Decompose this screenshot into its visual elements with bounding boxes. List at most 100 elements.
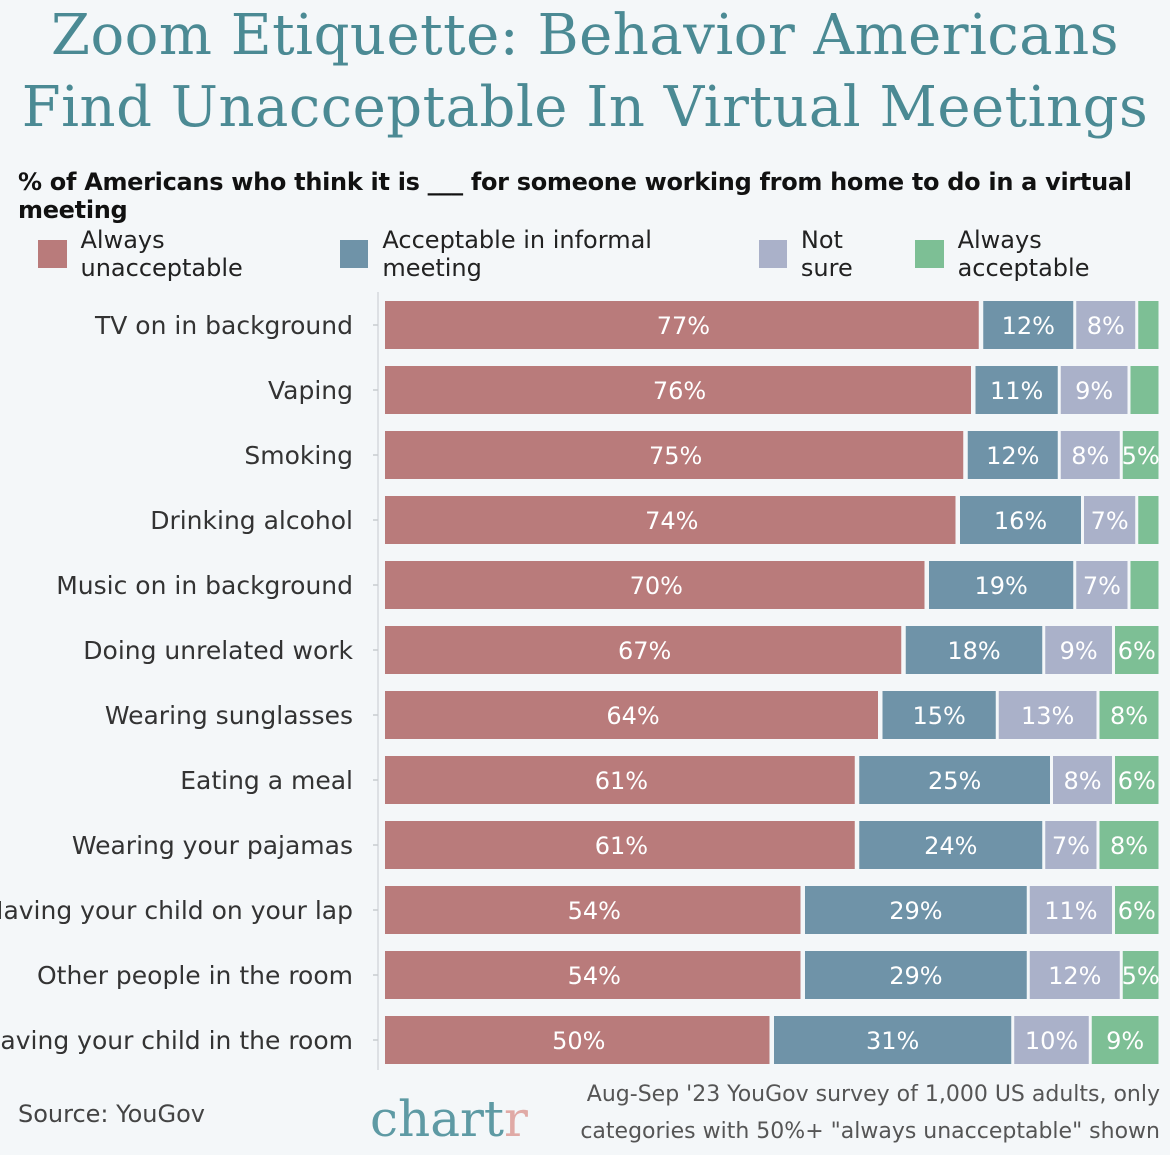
data-label: 5% <box>1122 962 1160 990</box>
legend-label: Acceptable in informal meeting <box>382 226 652 282</box>
legend-item-always-unacceptable: Always unacceptable <box>38 226 322 282</box>
survey-note-line2: categories with 50%+ "always unacceptabl… <box>580 1119 1160 1144</box>
category-label: TV on in background <box>94 311 353 340</box>
data-label: 12% <box>986 442 1039 470</box>
bar-segment-always-acceptable <box>1130 366 1159 414</box>
category-label: Other people in the room <box>37 961 353 990</box>
bar-segment-not-sure <box>1076 561 1128 609</box>
legend-swatch <box>339 240 369 268</box>
bar-segment-not-sure <box>998 691 1097 739</box>
data-label: 61% <box>595 832 648 860</box>
bar-segment-always-acceptable <box>1099 821 1159 869</box>
data-label: 31% <box>866 1027 919 1055</box>
bar-segment-always-unacceptable <box>385 496 956 544</box>
bar-segment-acceptable-in-informal-meeting <box>967 431 1058 479</box>
bar-segment-always-acceptable <box>1138 301 1159 349</box>
bar-segment-acceptable-in-informal-meeting <box>975 366 1058 414</box>
bar-segment-always-acceptable <box>1115 626 1159 674</box>
data-label: 24% <box>924 832 977 860</box>
data-label: 29% <box>889 897 942 925</box>
legend-item-always-acceptable: Always acceptable <box>915 226 1170 282</box>
data-label: 75% <box>649 442 702 470</box>
bar-segment-not-sure <box>1060 366 1128 414</box>
bar-segment-acceptable-in-informal-meeting <box>859 756 1050 804</box>
legend-swatch <box>38 240 67 268</box>
data-label: 25% <box>928 767 981 795</box>
bar-segment-not-sure <box>1084 496 1136 544</box>
bar-segment-acceptable-in-informal-meeting <box>983 301 1074 349</box>
bar-segment-not-sure <box>1029 886 1112 934</box>
data-label: 5% <box>1122 442 1160 470</box>
logo-text: chartr <box>370 1090 528 1148</box>
legend: Always unacceptable Acceptable in inform… <box>38 226 1170 282</box>
category-label: Wearing your pajamas <box>72 831 353 860</box>
data-label: 8% <box>1110 702 1148 730</box>
bar-segment-always-acceptable <box>1091 1016 1159 1064</box>
legend-swatch <box>915 240 944 268</box>
data-label: 6% <box>1118 637 1156 665</box>
bar-segment-always-acceptable <box>1138 496 1159 544</box>
bar-segment-acceptable-in-informal-meeting <box>960 496 1081 544</box>
data-label: 11% <box>1044 897 1097 925</box>
bar-segment-always-unacceptable <box>385 886 801 934</box>
survey-note-line1: Aug-Sep '23 YouGov survey of 1,000 US ad… <box>586 1082 1160 1107</box>
category-label: Music on in background <box>56 571 353 600</box>
bar-segment-always-acceptable <box>1122 431 1159 479</box>
bar-segment-not-sure <box>1029 951 1120 999</box>
bar-segment-not-sure <box>1053 756 1112 804</box>
legend-item-acceptable-informal: Acceptable in informal meeting <box>339 226 741 282</box>
bar-segment-always-unacceptable <box>385 431 964 479</box>
legend-label: Always acceptable <box>957 226 1090 282</box>
chartr-logo: chartr <box>370 1090 528 1148</box>
data-label: 77% <box>657 312 710 340</box>
data-label: 76% <box>653 377 706 405</box>
data-label: 12% <box>1048 962 1101 990</box>
bar-segment-acceptable-in-informal-meeting <box>805 886 1027 934</box>
data-label: 50% <box>552 1027 605 1055</box>
data-label: 10% <box>1025 1027 1078 1055</box>
bar-segment-acceptable-in-informal-meeting <box>929 561 1074 609</box>
bar-segment-not-sure <box>1045 626 1112 674</box>
category-label: Smoking <box>244 441 353 470</box>
data-label: 11% <box>990 377 1043 405</box>
data-label: 9% <box>1106 1027 1144 1055</box>
category-label: Eating a meal <box>180 766 353 795</box>
bar-segment-not-sure <box>1060 431 1120 479</box>
data-label: 8% <box>1087 312 1125 340</box>
data-label: 54% <box>568 897 621 925</box>
category-label: Doing unrelated work <box>83 636 353 665</box>
chart-title-line2: Find Unacceptable In Virtual Meetings <box>21 75 1149 140</box>
category-label: Wearing sunglasses <box>105 701 353 730</box>
bar-segment-not-sure <box>1045 821 1097 869</box>
survey-note: Aug-Sep '23 YouGov survey of 1,000 US ad… <box>580 1082 1160 1144</box>
data-label: 8% <box>1071 442 1109 470</box>
legend-label: Always unacceptable <box>80 226 243 282</box>
data-label: 7% <box>1083 572 1121 600</box>
bar-segment-always-unacceptable <box>385 301 979 349</box>
data-label: 74% <box>645 507 698 535</box>
bar-segment-always-unacceptable <box>385 1016 770 1064</box>
bar-segment-always-unacceptable <box>385 951 801 999</box>
chart-title-line1: Zoom Etiquette: Behavior Americans <box>51 3 1119 68</box>
data-label: 16% <box>994 507 1047 535</box>
data-label: 6% <box>1118 767 1156 795</box>
bar-segment-acceptable-in-informal-meeting <box>882 691 996 739</box>
bar-segment-acceptable-in-informal-meeting <box>859 821 1043 869</box>
bar-segment-always-unacceptable <box>385 366 971 414</box>
data-label: 8% <box>1110 832 1148 860</box>
category-label: Having your child on your lap <box>0 896 353 925</box>
data-label: 70% <box>630 572 683 600</box>
bar-segment-always-unacceptable <box>385 821 855 869</box>
data-label: 9% <box>1075 377 1113 405</box>
data-label: 7% <box>1091 507 1129 535</box>
data-label: 61% <box>595 767 648 795</box>
bar-segment-always-acceptable <box>1115 886 1159 934</box>
source-text: Source: YouGov <box>18 1100 205 1128</box>
bar-segment-always-acceptable <box>1099 691 1159 739</box>
data-label: 54% <box>568 962 621 990</box>
data-label: 15% <box>912 702 965 730</box>
category-label: Having your child in the room <box>0 1026 353 1055</box>
data-label: 29% <box>889 962 942 990</box>
